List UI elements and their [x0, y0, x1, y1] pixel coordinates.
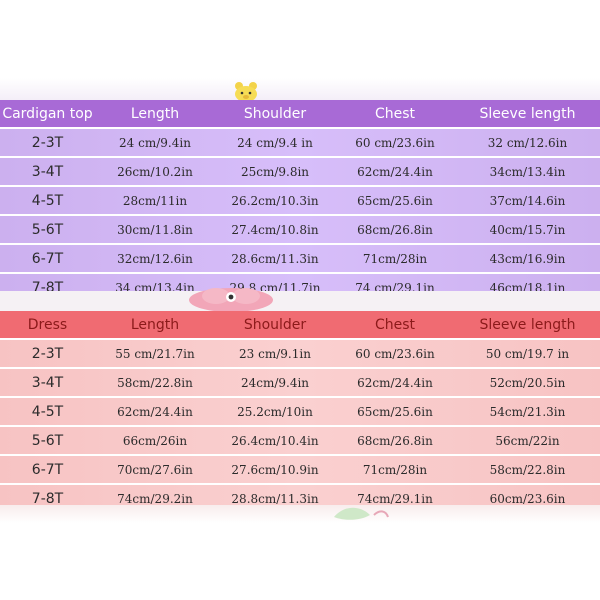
- value-cell: 26.2cm/10.3in: [231, 193, 319, 208]
- value-cell: 71cm/28in: [362, 251, 428, 266]
- value-cell: 74cm/29.1in: [357, 491, 433, 506]
- value-cell: 60 cm/23.6in: [355, 135, 435, 150]
- value-cell: 26.4cm/10.4in: [231, 433, 319, 448]
- value-cell: 34cm/13.4in: [489, 164, 566, 179]
- table-row: 3-4T 26cm/10.2in 25cm/9.8in 62cm/24.4in …: [0, 158, 600, 185]
- value-cell: 62cm/24.4in: [357, 164, 433, 179]
- size-cell: 4-5T: [31, 403, 64, 420]
- value-cell: 58cm/22.8in: [117, 375, 193, 390]
- table-row: 3-4T 58cm/22.8in 24cm/9.4in 62cm/24.4in …: [0, 369, 600, 396]
- value-cell: 24 cm/9.4 in: [237, 135, 313, 150]
- value-cell: 70cm/27.6in: [117, 462, 193, 477]
- value-cell: 27.6cm/10.9in: [231, 462, 319, 477]
- size-cell: 6-7T: [31, 461, 64, 478]
- bottom-decoration-strip: [0, 505, 600, 523]
- value-cell: 56cm/22in: [495, 433, 560, 448]
- value-cell: 24cm/9.4in: [240, 375, 310, 390]
- table-header-row: Cardigan top Length Shoulder Chest Sleev…: [0, 100, 600, 127]
- size-cell: 2-3T: [31, 134, 64, 151]
- value-cell: 24 cm/9.4in: [119, 135, 191, 150]
- value-cell: 43cm/16.9in: [489, 251, 566, 266]
- value-cell: 62cm/24.4in: [357, 375, 433, 390]
- header-cell: Dress: [27, 316, 68, 333]
- value-cell: 40cm/15.7in: [489, 222, 566, 237]
- header-cell: Length: [130, 316, 180, 333]
- table-header-row: Dress Length Shoulder Chest Sleeve lengt…: [0, 311, 600, 338]
- value-cell: 65cm/25.6in: [357, 193, 433, 208]
- header-cell: Length: [130, 105, 180, 122]
- value-cell: 60 cm/23.6in: [355, 346, 435, 361]
- value-cell: 74cm/29.2in: [117, 491, 193, 506]
- value-cell: 62cm/24.4in: [117, 404, 193, 419]
- value-cell: 65cm/25.6in: [357, 404, 433, 419]
- value-cell: 32 cm/12.6in: [487, 135, 568, 150]
- size-cell: 2-3T: [31, 345, 64, 362]
- value-cell: 55 cm/21.7in: [115, 346, 195, 361]
- value-cell: 28cm/11in: [122, 193, 188, 208]
- dress-size-table: Dress Length Shoulder Chest Sleeve lengt…: [0, 311, 600, 512]
- size-cell: 5-6T: [31, 432, 64, 449]
- header-cell: Shoulder: [243, 105, 307, 122]
- value-cell: 28.8cm/11.3in: [231, 491, 319, 506]
- size-cell: 3-4T: [31, 374, 64, 391]
- top-decoration-strip: [0, 78, 600, 100]
- header-cell: Sleeve length: [479, 105, 576, 122]
- header-cell: Chest: [374, 105, 416, 122]
- size-cell: 6-7T: [31, 250, 64, 267]
- cardigan-size-table: Cardigan top Length Shoulder Chest Sleev…: [0, 100, 600, 301]
- table-row: 4-5T 62cm/24.4in 25.2cm/10in 65cm/25.6in…: [0, 398, 600, 425]
- value-cell: 25cm/9.8in: [240, 164, 310, 179]
- value-cell: 68cm/26.8in: [357, 222, 433, 237]
- value-cell: 26cm/10.2in: [117, 164, 193, 179]
- value-cell: 68cm/26.8in: [357, 433, 433, 448]
- header-cell: Shoulder: [243, 316, 307, 333]
- table-row: 6-7T 32cm/12.6in 28.6cm/11.3in 71cm/28in…: [0, 245, 600, 272]
- table-divider: [0, 291, 600, 311]
- table-row: 6-7T 70cm/27.6in 27.6cm/10.9in 71cm/28in…: [0, 456, 600, 483]
- header-cell: Cardigan top: [2, 105, 93, 122]
- value-cell: 30cm/11.8in: [117, 222, 193, 237]
- header-cell: Chest: [374, 316, 416, 333]
- table-row: 5-6T 30cm/11.8in 27.4cm/10.8in 68cm/26.8…: [0, 216, 600, 243]
- flower-icon: [189, 288, 273, 312]
- size-cell: 5-6T: [31, 221, 64, 238]
- value-cell: 37cm/14.6in: [489, 193, 566, 208]
- value-cell: 66cm/26in: [122, 433, 188, 448]
- value-cell: 60cm/23.6in: [489, 491, 566, 506]
- size-cell: 3-4T: [31, 163, 64, 180]
- leaf-icon: [334, 507, 389, 520]
- table-row: 5-6T 66cm/26in 26.4cm/10.4in 68cm/26.8in…: [0, 427, 600, 454]
- table-row: 2-3T 55 cm/21.7in 23 cm/9.1in 60 cm/23.6…: [0, 340, 600, 367]
- table-row: 2-3T 24 cm/9.4in 24 cm/9.4 in 60 cm/23.6…: [0, 129, 600, 156]
- table-row: 4-5T 28cm/11in 26.2cm/10.3in 65cm/25.6in…: [0, 187, 600, 214]
- value-cell: 23 cm/9.1in: [239, 346, 311, 361]
- size-cell: 7-8T: [31, 490, 64, 507]
- value-cell: 54cm/21.3in: [489, 404, 566, 419]
- value-cell: 50 cm/19.7 in: [485, 346, 570, 361]
- value-cell: 25.2cm/10in: [237, 404, 313, 419]
- size-cell: 4-5T: [31, 192, 64, 209]
- value-cell: 28.6cm/11.3in: [231, 251, 319, 266]
- value-cell: 27.4cm/10.8in: [231, 222, 319, 237]
- header-cell: Sleeve length: [479, 316, 576, 333]
- value-cell: 32cm/12.6in: [117, 251, 193, 266]
- value-cell: 71cm/28in: [362, 462, 428, 477]
- bear-icon: [235, 82, 257, 101]
- value-cell: 58cm/22.8in: [489, 462, 566, 477]
- value-cell: 52cm/20.5in: [489, 375, 566, 390]
